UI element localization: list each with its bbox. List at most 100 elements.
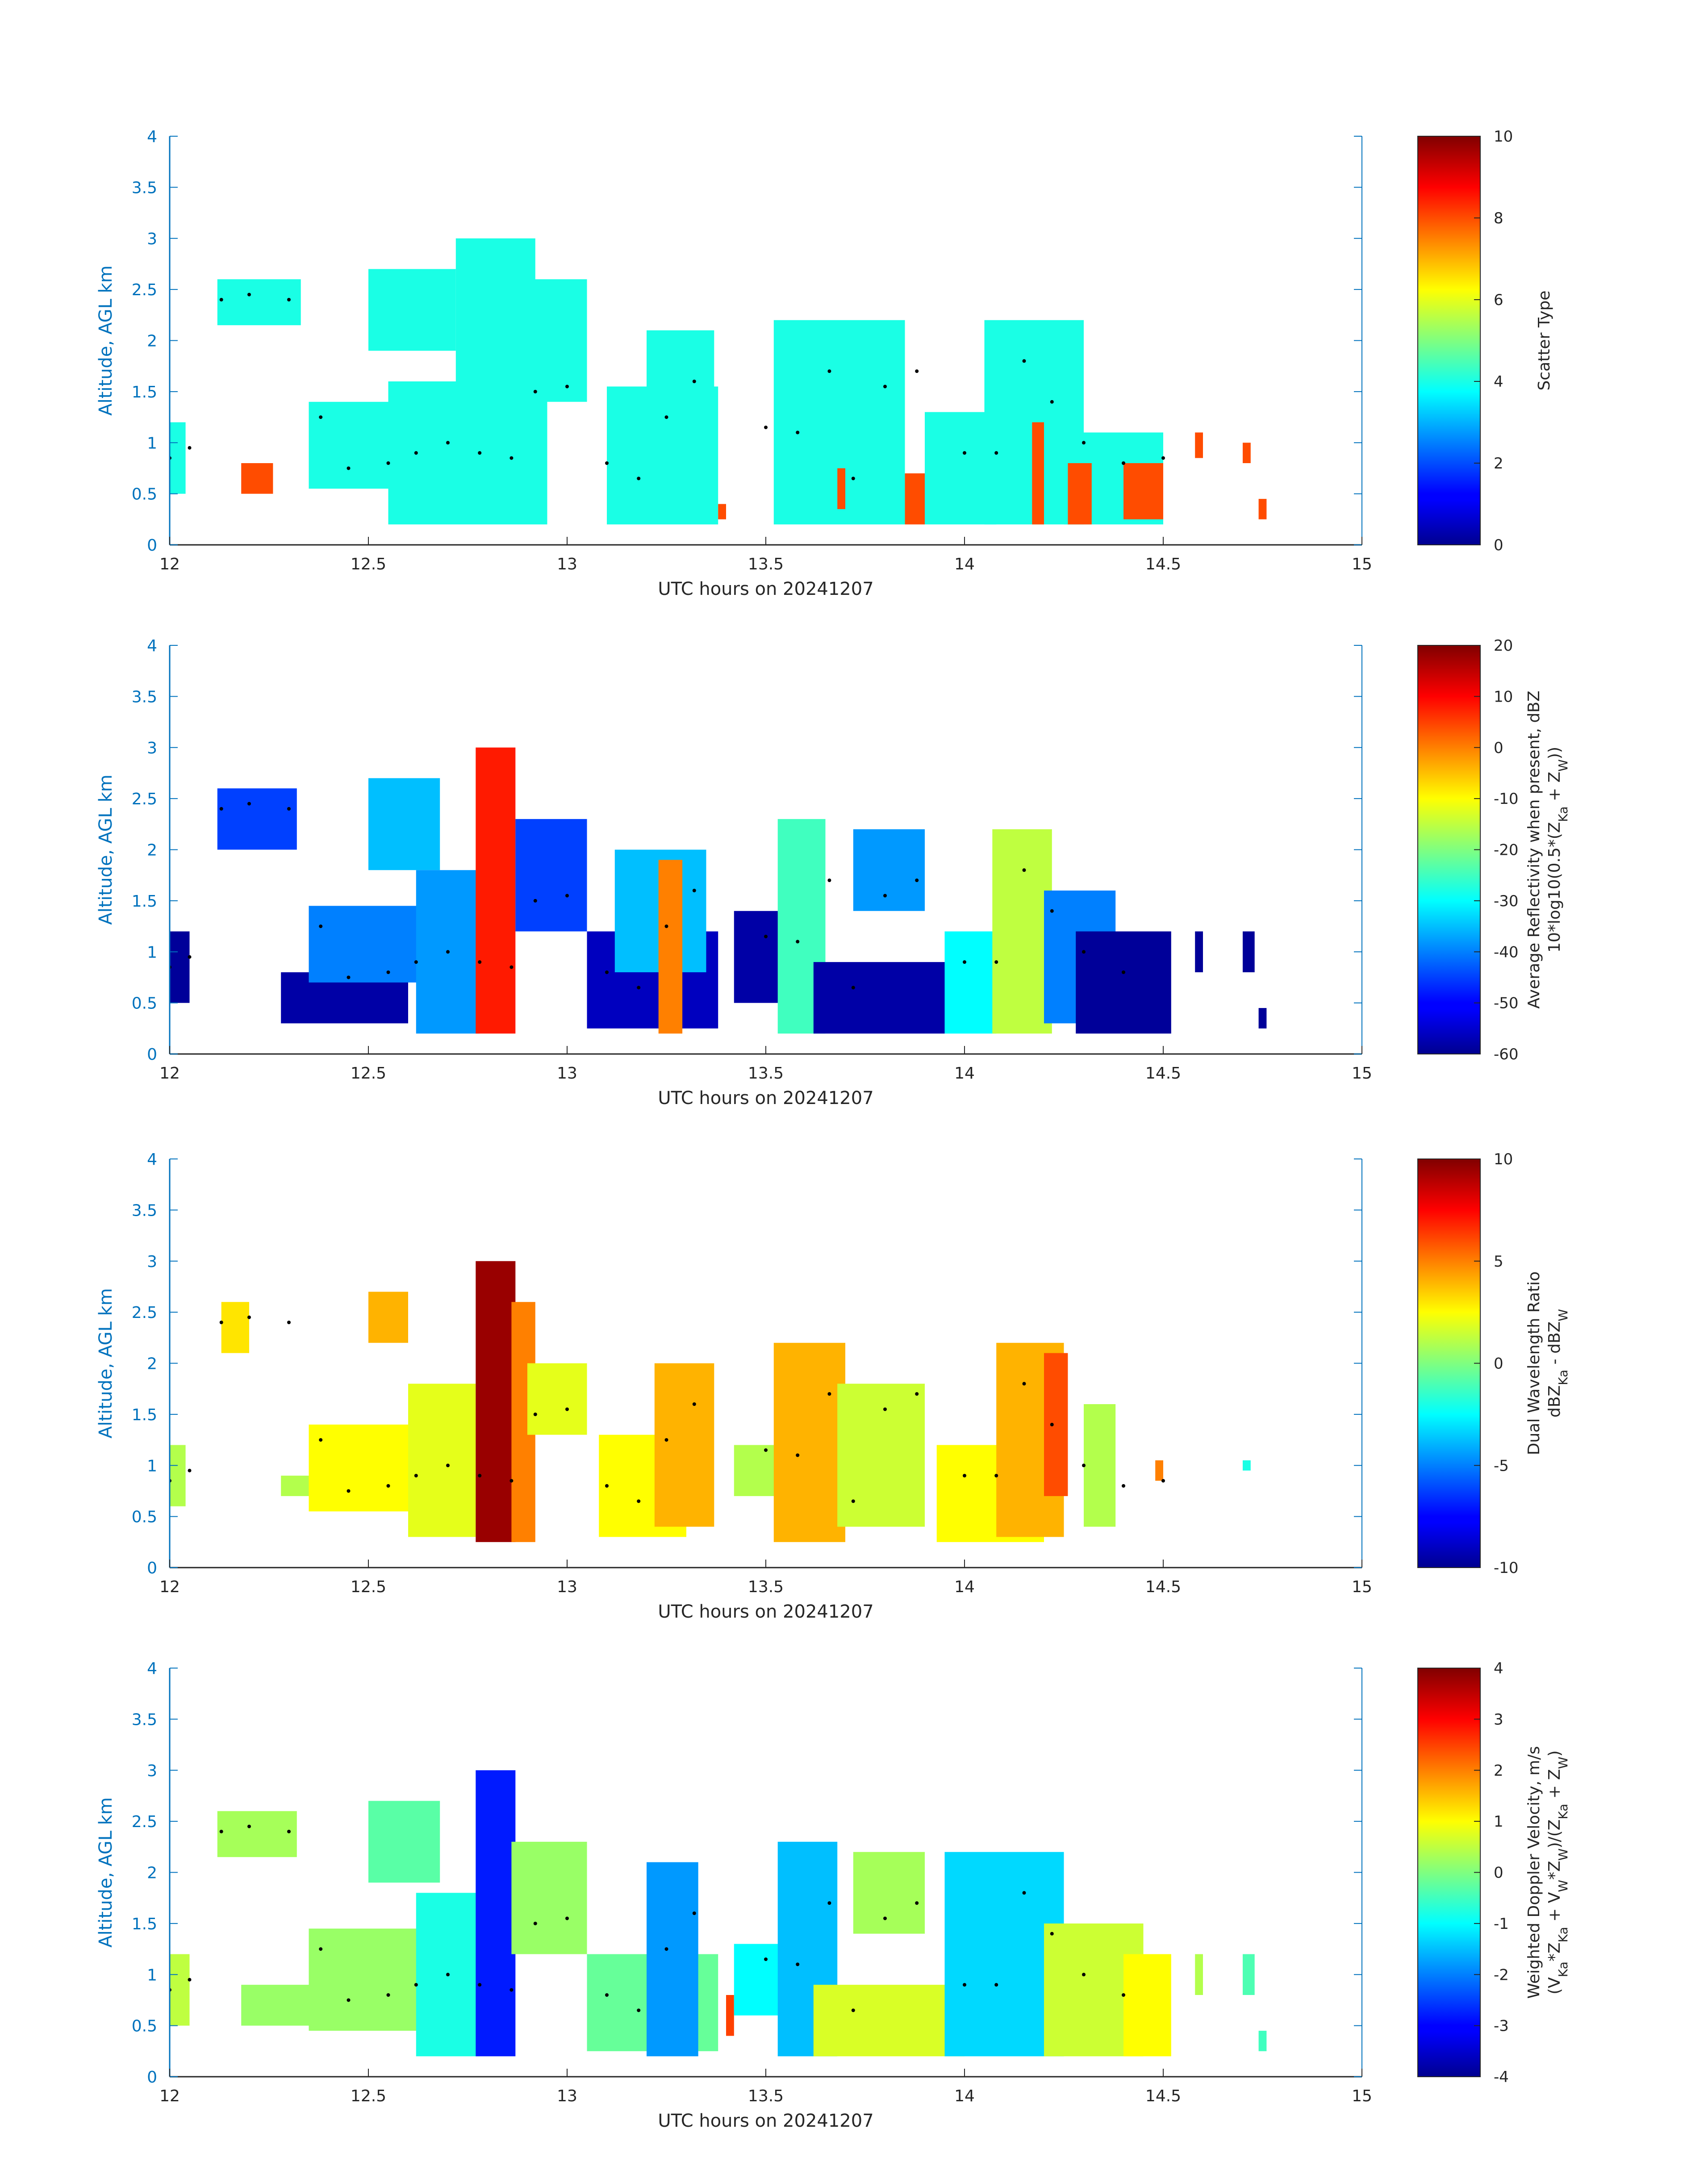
data-cell	[1258, 499, 1267, 519]
y-tick-label: 1.5	[132, 1406, 157, 1424]
cloud-top-dot	[605, 461, 609, 465]
data-cell	[1195, 931, 1203, 972]
y-tick-label: 1	[147, 943, 157, 962]
cloud-top-dot	[247, 293, 251, 297]
colorbar-tick-label: 0	[1494, 1355, 1503, 1373]
data-cell	[476, 1261, 516, 1542]
cloud-top-dot	[827, 878, 831, 882]
cloud-top-dot	[796, 1453, 800, 1457]
colorbar	[1417, 1668, 1481, 2077]
cloud-top-dot	[319, 924, 323, 928]
cloud-top-dot	[219, 807, 223, 811]
x-tick-label: 13.5	[748, 555, 784, 573]
cloud-top-dot	[637, 1499, 641, 1503]
data-cell	[241, 1985, 309, 2026]
y-tick-label: 3	[147, 1762, 157, 1780]
cloud-top-dot	[1050, 909, 1054, 913]
data-cell	[511, 1841, 587, 1954]
y-tick-label: 1.5	[132, 892, 157, 911]
x-tick-label: 14	[954, 555, 975, 573]
cloud-top-dot	[319, 1947, 323, 1951]
y-tick-label: 1.5	[132, 383, 157, 402]
data-cell	[837, 468, 845, 509]
colorbar-tick-label: -20	[1494, 841, 1519, 859]
y-tick-label: 4	[147, 128, 157, 146]
cloud-top-dot	[1122, 1993, 1125, 1997]
x-axis-label: UTC hours on 20241207	[658, 2111, 873, 2131]
data-layer	[170, 1261, 1251, 1542]
cloud-top-dot	[446, 441, 450, 445]
data-cell	[734, 911, 786, 1003]
data-cell	[217, 788, 297, 850]
data-layer	[170, 747, 1267, 1034]
cloud-top-dot	[347, 466, 351, 470]
cloud-top-dot	[994, 451, 998, 455]
cloud-top-dot	[827, 1392, 831, 1396]
y-tick-label: 0.5	[132, 2017, 157, 2036]
cloud-top-dot	[664, 1438, 668, 1442]
data-cell	[241, 463, 273, 494]
cloud-top-dot	[1082, 1973, 1086, 1977]
cloud-top-dot	[446, 950, 450, 954]
y-tick-label: 3.5	[132, 688, 157, 706]
colorbar-tick-label: -1	[1494, 1915, 1509, 1933]
colorbar-tick-label: -2	[1494, 1966, 1509, 1984]
data-cell	[647, 330, 714, 433]
cloud-top-dot	[851, 986, 855, 990]
data-cell	[527, 1363, 587, 1435]
cloud-top-dot	[1022, 1382, 1026, 1386]
data-cell	[1123, 1954, 1171, 2057]
x-tick-label: 12	[159, 1578, 180, 1596]
cloud-top-dot	[1050, 1932, 1054, 1936]
x-axis-label: UTC hours on 20241207	[658, 579, 873, 599]
y-tick-label: 2	[147, 332, 157, 351]
cloud-top-dot	[1022, 868, 1026, 872]
data-layer	[170, 238, 1267, 525]
colorbar-tick-label: -10	[1494, 1559, 1519, 1577]
x-tick-label: 12.5	[351, 1578, 386, 1596]
cloud-top-dot	[605, 1993, 609, 1997]
cloud-top-dot	[509, 965, 514, 969]
y-tick-label: 3	[147, 739, 157, 757]
y-tick-label: 3	[147, 1253, 157, 1271]
x-tick-label: 13.5	[748, 1064, 784, 1083]
data-cell	[813, 1985, 965, 2057]
cloud-top-dot	[963, 1983, 966, 1987]
cloud-top-dot	[963, 960, 966, 964]
cloud-top-dot	[188, 446, 192, 450]
y-tick-label: 4	[147, 1660, 157, 1678]
cloud-top-dot	[219, 298, 223, 301]
x-tick-label: 12.5	[351, 1064, 386, 1083]
cloud-top-dot	[565, 385, 569, 389]
data-cell	[837, 1384, 925, 1527]
y-tick-label: 3	[147, 230, 157, 248]
cloud-top-dot	[664, 924, 668, 928]
y-tick-label: 2.5	[132, 281, 157, 299]
data-cell	[455, 238, 535, 422]
cloud-top-dot	[915, 878, 919, 882]
cloud-top-dot	[692, 380, 696, 383]
cloud-top-dot	[851, 477, 855, 481]
cloud-top-dot	[605, 970, 609, 974]
colorbar-tick-label: 20	[1494, 637, 1513, 655]
colorbar	[1417, 645, 1481, 1054]
cloud-top-dot	[319, 415, 323, 419]
data-cell	[1243, 1460, 1251, 1471]
cloud-top-dot	[247, 802, 251, 806]
cloud-top-dot	[533, 389, 537, 393]
data-cell	[853, 1852, 925, 1934]
cloud-top-dot	[605, 1484, 609, 1488]
y-tick-label: 2.5	[132, 790, 157, 808]
colorbar	[1417, 1159, 1481, 1568]
cloud-top-dot	[692, 1402, 696, 1406]
cloud-top-dot	[347, 1998, 351, 2002]
y-tick-label: 4	[147, 1150, 157, 1169]
cloud-top-dot	[219, 1321, 223, 1324]
colorbar-tick-label: 4	[1494, 1660, 1503, 1677]
data-cell	[647, 1862, 698, 2057]
cloud-top-dot	[851, 1499, 855, 1503]
y-tick-label: 1	[147, 1966, 157, 1984]
colorbar-tick-label: 1	[1494, 1813, 1503, 1831]
x-tick-label: 12	[159, 555, 180, 573]
data-cell	[1032, 422, 1044, 525]
